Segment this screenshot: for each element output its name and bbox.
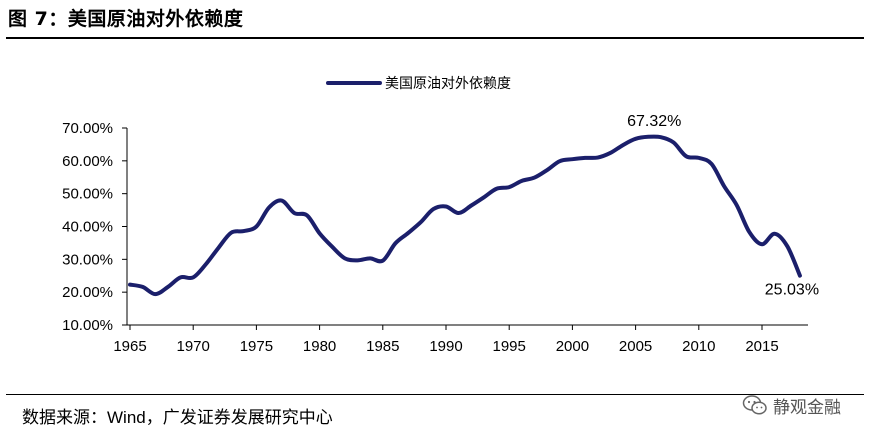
title-divider [6,37,864,39]
source-label: 数据来源： [22,408,107,428]
y-tick-label: 60.00% [62,153,113,170]
series [128,134,802,297]
y-tick-label: 20.00% [62,284,113,301]
x-tick-label: 2000 [556,338,589,355]
x-axis: 1965 1970 1975 1980 1985 1990 1995 2000 2005 2010… [113,324,808,355]
series-line [128,134,802,297]
legend: 美国原油对外依赖度 [326,76,511,92]
x-tick-label: 1965 [113,338,146,355]
figure-title: 图 7：美国原油对外依赖度 [8,8,244,30]
data-label: 67.32% [627,113,681,130]
x-tick-label: 1975 [240,338,273,355]
wechat-icon [742,395,767,415]
x-tick-label: 2010 [682,338,715,355]
x-tick-label: 1995 [493,338,526,355]
y-tick-label: 70.00% [62,120,113,137]
y-axis: 10.00% 20.00% 30.00% 40.00% 50.00% 60.00% 70.0… [62,120,128,334]
x-tick-label: 1980 [303,338,336,355]
y-tick-label: 10.00% [62,317,113,334]
watermark-text: 静观金融 [773,397,841,418]
x-tick-label: 1985 [366,338,399,355]
y-tick-label: 50.00% [62,186,113,203]
x-tick-label: 2015 [745,338,778,355]
legend-label: 美国原油对外依赖度 [385,76,511,92]
source-value: Wind，广发证券发展研究中心 [107,408,333,427]
footer-divider [6,394,864,395]
y-tick-label: 40.00% [62,219,113,236]
annotations: 67.32% 25.03% [627,113,819,299]
watermark: 静观金融 [742,392,841,418]
x-tick-label: 2005 [619,338,652,355]
source-note: 数据来源：Wind，广发证券发展研究中心 [22,403,333,428]
x-tick-label: 1990 [429,338,462,355]
y-tick-label: 30.00% [62,251,113,268]
x-tick-label: 1970 [177,338,210,355]
data-label: 25.03% [765,282,819,299]
